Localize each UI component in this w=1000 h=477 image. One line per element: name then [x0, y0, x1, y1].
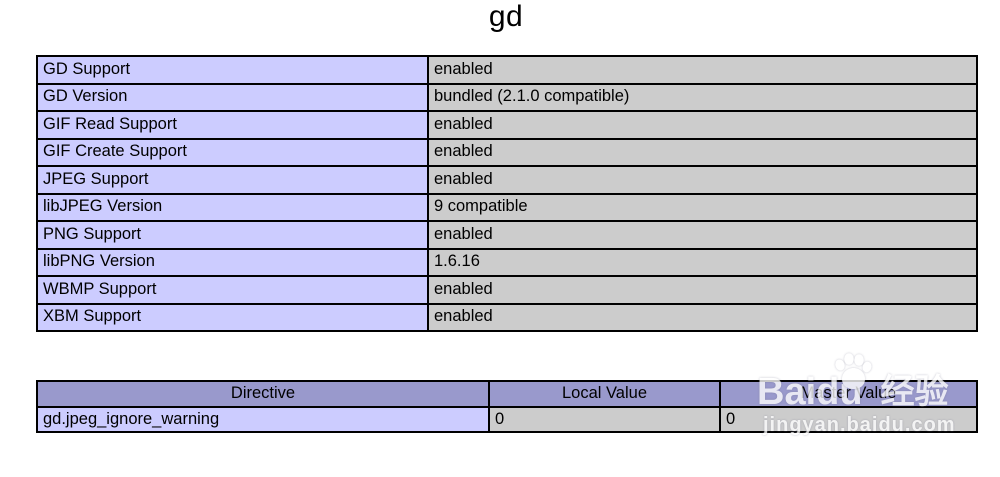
table-row: libPNG Version 1.6.16 [36, 247, 978, 277]
setting-name-cell: PNG Support [36, 220, 429, 250]
table-row: WBMP Support enabled [36, 275, 978, 305]
setting-value-cell: 9 compatible [427, 192, 978, 222]
table-header-row: Directive Local Value Master Value [36, 380, 978, 408]
gd-info-table: GD Support enabled GD Version bundled (2… [36, 55, 978, 332]
setting-value-cell: 1.6.16 [427, 247, 978, 277]
table-row: GD Version bundled (2.1.0 compatible) [36, 82, 978, 112]
master-value-header-cell: Master Value [719, 380, 978, 408]
setting-value-cell: enabled [427, 165, 978, 195]
setting-value-cell: enabled [427, 275, 978, 305]
setting-value-cell: enabled [427, 137, 978, 167]
table-row: gd.jpeg_ignore_warning 0 0 [36, 406, 978, 433]
master-value-cell: 0 [719, 406, 978, 433]
setting-name-cell: GIF Read Support [36, 110, 429, 140]
setting-name-cell: GD Support [36, 55, 429, 85]
page-title: gd [488, 0, 524, 33]
setting-value-cell: enabled [427, 302, 978, 332]
local-value-header-cell: Local Value [488, 380, 721, 408]
table-row: PNG Support enabled [36, 220, 978, 250]
setting-name-cell: libJPEG Version [36, 192, 429, 222]
table-row: GIF Create Support enabled [36, 137, 978, 167]
table-row: XBM Support enabled [36, 302, 978, 332]
setting-name-cell: GD Version [36, 82, 429, 112]
setting-name-cell: libPNG Version [36, 247, 429, 277]
gd-directive-table: Directive Local Value Master Value gd.jp… [36, 380, 978, 433]
table-row: libJPEG Version 9 compatible [36, 192, 978, 222]
setting-name-cell: JPEG Support [36, 165, 429, 195]
setting-name-cell: XBM Support [36, 302, 429, 332]
setting-value-cell: enabled [427, 110, 978, 140]
table-row: GIF Read Support enabled [36, 110, 978, 140]
setting-value-cell: bundled (2.1.0 compatible) [427, 82, 978, 112]
setting-value-cell: enabled [427, 55, 978, 85]
local-value-cell: 0 [488, 406, 721, 433]
directive-header-cell: Directive [36, 380, 490, 408]
setting-value-cell: enabled [427, 220, 978, 250]
setting-name-cell: WBMP Support [36, 275, 429, 305]
directive-name-cell: gd.jpeg_ignore_warning [36, 406, 490, 433]
setting-name-cell: GIF Create Support [36, 137, 429, 167]
table-row: GD Support enabled [36, 55, 978, 85]
table-row: JPEG Support enabled [36, 165, 978, 195]
